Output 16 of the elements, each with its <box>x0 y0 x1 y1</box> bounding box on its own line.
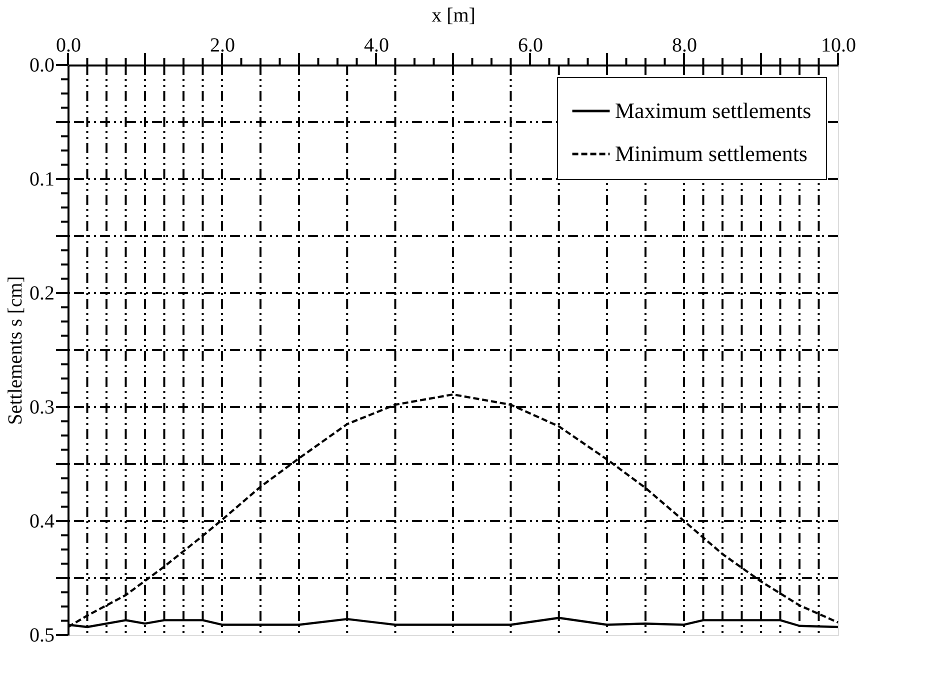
y-tick-label: 0.4 <box>30 510 54 532</box>
legend-label: Maximum settlements <box>615 98 812 123</box>
y-tick-label: 0.1 <box>30 168 54 190</box>
x-tick-label: 2.0 <box>210 34 235 56</box>
y-tick-label: 0.5 <box>30 624 54 646</box>
y-tick-label: 0.2 <box>30 282 54 304</box>
x-tick-label: 4.0 <box>364 34 389 56</box>
x-tick-label: 8.0 <box>672 34 697 56</box>
x-tick-label: 6.0 <box>518 34 543 56</box>
y-tick-label: 0.0 <box>30 54 54 76</box>
y-axis-title: Settlements s [cm] <box>4 276 26 425</box>
x-tick-label: 10.0 <box>821 34 856 56</box>
legend-label: Minimum settlements <box>615 141 808 166</box>
y-tick-label: 0.3 <box>30 396 54 418</box>
x-tick-label: 0.0 <box>56 34 81 56</box>
x-axis-title: x [m] <box>432 4 476 26</box>
